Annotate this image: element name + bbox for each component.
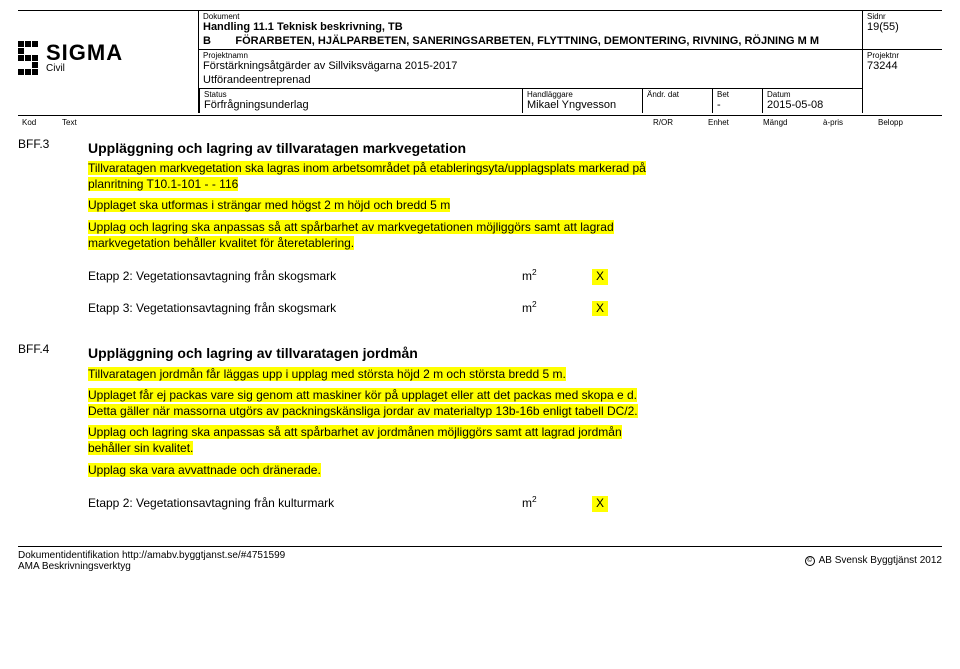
- etapp-row: Etapp 2: Vegetationsavtagning från skogs…: [88, 257, 652, 289]
- section-code: BFF.3: [18, 137, 88, 320]
- footer: Dokumentidentifikation http://amabv.bygg…: [18, 546, 942, 572]
- col-apris: à-pris: [823, 118, 878, 127]
- col-ror: R/OR: [653, 118, 708, 127]
- highlighted-paragraph: Upplag och lagring ska anpassas så att s…: [88, 220, 652, 251]
- sidnr-label: Sidnr: [863, 11, 942, 21]
- footer-copyright: AB Svensk Byggtjänst 2012: [819, 555, 942, 566]
- sigma-logo-icon: [18, 41, 38, 75]
- col-text: Text: [62, 118, 122, 127]
- highlighted-paragraph: Upplag ska vara avvattnade och dränerade…: [88, 463, 652, 479]
- dokument-line2: B FÖRARBETEN, HJÄLPARBETEN, SANERINGSARB…: [199, 35, 862, 49]
- dokument-line1: Handling 11.1 Teknisk beskrivning, TB: [199, 21, 862, 35]
- projektnamn-line1: Förstärkningsåtgärder av Sillviksvägarna…: [199, 60, 862, 74]
- etapp-x: X: [592, 269, 652, 285]
- col-enhet: Enhet: [708, 118, 763, 127]
- section-text: Uppläggning och lagring av tillvaratagen…: [88, 137, 662, 320]
- sidnr-value: 19(55): [863, 21, 942, 35]
- section: BFF.4Uppläggning och lagring av tillvara…: [18, 334, 942, 515]
- section-code: BFF.4: [18, 342, 88, 515]
- logo: SIGMA Civil: [18, 11, 198, 113]
- col-kod: Kod: [22, 118, 62, 127]
- datum-value: 2015-05-08: [763, 99, 862, 113]
- andrdat-label: Ändr. dat: [643, 88, 712, 99]
- etapp-unit: m2: [522, 299, 592, 317]
- etapp-row: Etapp 2: Vegetationsavtagning från kultu…: [88, 484, 652, 516]
- datum-label: Datum: [763, 88, 862, 99]
- bet-label: Bet: [713, 88, 762, 99]
- projektnr-value: 73244: [863, 60, 942, 74]
- highlighted-paragraph: Upplaget ska utformas i strängar med hög…: [88, 198, 652, 214]
- etapp-row: Etapp 3: Vegetationsavtagning från skogs…: [88, 289, 652, 321]
- etapp-label: Etapp 3: Vegetationsavtagning från skogs…: [88, 301, 522, 317]
- status-label: Status: [200, 88, 522, 99]
- andrdat-value: [643, 99, 712, 101]
- copyright-icon: ©: [805, 556, 815, 566]
- col-mangd: Mängd: [763, 118, 823, 127]
- highlighted-paragraph: Upplaget får ej packas vare sig genom at…: [88, 388, 652, 419]
- highlighted-paragraph: Tillvaratagen jordmån får läggas upp i u…: [88, 367, 652, 383]
- section-heading: Uppläggning och lagring av tillvaratagen…: [88, 344, 652, 362]
- bet-value: -: [713, 99, 762, 113]
- col-belopp: Belopp: [878, 118, 938, 127]
- etapp-x: X: [592, 301, 652, 317]
- etapp-unit: m2: [522, 494, 592, 512]
- section-heading: Uppläggning och lagring av tillvaratagen…: [88, 139, 652, 157]
- etapp-x: X: [592, 496, 652, 512]
- section: BFF.3Uppläggning och lagring av tillvara…: [18, 129, 942, 320]
- status-value: Förfrågningsunderlag: [200, 99, 522, 113]
- etapp-label: Etapp 2: Vegetationsavtagning från kultu…: [88, 496, 522, 512]
- dokument-label: Dokument: [199, 11, 862, 21]
- projektnr-label: Projektnr: [863, 49, 942, 60]
- footer-docid: Dokumentidentifikation http://amabv.bygg…: [18, 550, 285, 561]
- section-text: Uppläggning och lagring av tillvaratagen…: [88, 342, 662, 515]
- logo-subtext: Civil: [46, 64, 123, 74]
- column-headers: Kod Text R/OR Enhet Mängd à-pris Belopp: [18, 115, 942, 129]
- footer-tool: AMA Beskrivningsverktyg: [18, 561, 285, 572]
- highlighted-paragraph: Tillvaratagen markvegetation ska lagras …: [88, 161, 652, 192]
- etapp-label: Etapp 2: Vegetationsavtagning från skogs…: [88, 269, 522, 285]
- handlaggare-label: Handläggare: [523, 88, 642, 99]
- projektnamn-label: Projektnamn: [199, 49, 862, 60]
- handlaggare-value: Mikael Yngvesson: [523, 99, 642, 113]
- projektnamn-line2: Utförandeentreprenad: [199, 74, 862, 88]
- highlighted-paragraph: Upplag och lagring ska anpassas så att s…: [88, 425, 652, 456]
- logo-text: SIGMA: [46, 42, 123, 64]
- etapp-unit: m2: [522, 267, 592, 285]
